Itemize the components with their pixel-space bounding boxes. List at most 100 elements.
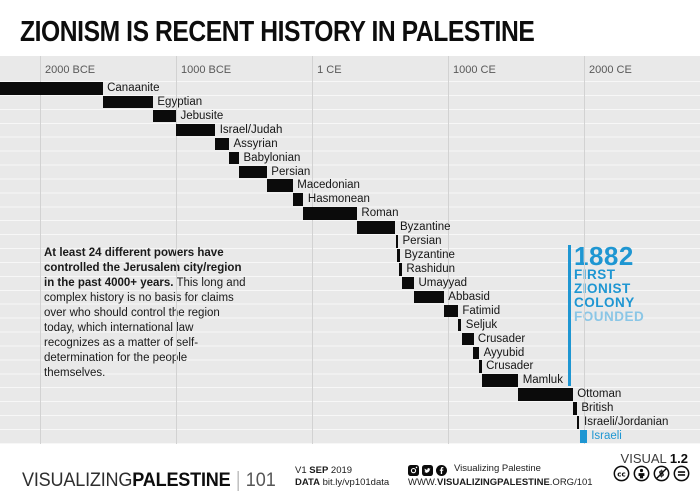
timeline-bar-israeli xyxy=(579,430,587,443)
version-v: V1 xyxy=(295,465,307,476)
description-bold: At least 24 different powers have contro… xyxy=(44,247,242,289)
svg-text:cc: cc xyxy=(617,469,625,478)
timeline-bar-label: Hasmonean xyxy=(307,193,370,206)
url-suffix: .ORG/101 xyxy=(549,477,593,488)
visual-label: VISUAL xyxy=(620,451,667,466)
timeline-bar-label: Egyptian xyxy=(157,95,203,108)
timeline-bar-british xyxy=(572,402,577,415)
timeline-bar-label: Persian xyxy=(271,165,311,178)
timeline-bar-persian xyxy=(239,165,267,178)
timeline-bar-babylonian xyxy=(229,151,239,165)
timeline-bar-label: Byzantine xyxy=(404,249,455,261)
timeline-bar-mamluk xyxy=(482,374,519,387)
timeline-chart: At least 24 different powers have contro… xyxy=(0,56,700,444)
timeline-bar-label: Rashidun xyxy=(406,263,455,275)
axis-gridline xyxy=(312,56,314,444)
timeline-bar-label: Seljuk xyxy=(465,318,498,331)
cc-icon: cc xyxy=(613,465,630,487)
row-separators xyxy=(0,81,700,444)
axis-tick-label: 1000 CE xyxy=(453,64,496,76)
timeline-bar-label: Israeli xyxy=(591,430,622,442)
timeline-bar-israel-judah xyxy=(176,123,216,137)
non-commercial-icon: $ xyxy=(653,465,670,487)
timeline-bar-label: Crusader xyxy=(486,360,534,373)
brand-part-palestine: PALESTINE xyxy=(132,470,231,491)
version-year: 2019 xyxy=(330,465,353,476)
timeline-bar-seljuk xyxy=(457,318,462,332)
no-derivatives-icon xyxy=(673,465,690,487)
timeline-bar-label: Israel/Judah xyxy=(219,123,283,136)
annotation-line-founded: FOUNDED xyxy=(574,309,645,324)
axis-gridline xyxy=(584,56,585,444)
annotation-line-2: ZIONIST xyxy=(574,281,631,296)
brand-part-visualizing: VISUALIZING xyxy=(22,470,133,491)
facebook-icon[interactable] xyxy=(436,463,447,476)
axis-gridline xyxy=(448,56,449,444)
axis-tick-label: 2000 CE xyxy=(589,64,632,76)
axis-tick-label: 2000 BCE xyxy=(45,64,96,76)
page-title: ZIONISM IS RECENT HISTORY IN PALESTINE xyxy=(20,16,535,48)
timeline-bar-macedonian xyxy=(266,179,293,192)
timeline-bar-roman xyxy=(303,207,357,220)
timeline-bar-label: Jebusite xyxy=(180,109,224,122)
timeline-bar-label: Babylonian xyxy=(243,151,301,164)
social-row: Visualizing Palestine xyxy=(408,463,541,476)
website-url[interactable]: WWW.VISUALIZINGPALESTINE.ORG/101 xyxy=(408,477,593,489)
twitter-icon[interactable] xyxy=(422,463,433,476)
footer: VISUALIZING PALESTINE 101 V1 SEP 2019 DAT… xyxy=(0,444,700,500)
timeline-bar-crusader xyxy=(461,332,474,346)
timeline-bar-ottoman xyxy=(518,388,573,401)
annotation-1882: 1882 FIRST ZIONIST COLONY FOUNDED xyxy=(574,241,645,324)
axis-gridline xyxy=(40,56,41,444)
timeline-bar-jebusite xyxy=(152,109,176,123)
timeline-bar-label: Fatimid xyxy=(462,304,501,317)
instagram-icon[interactable] xyxy=(408,463,419,476)
timeline-bar-label: Ayyubid xyxy=(483,346,525,359)
timeline-bar-persian xyxy=(395,235,398,248)
social-handle: Visualizing Palestine xyxy=(454,463,541,474)
data-source-line: DATA bit.ly/vp101data xyxy=(295,477,389,489)
license-icons: cc $ xyxy=(613,465,690,487)
url-prefix: WWW. xyxy=(408,477,438,488)
svg-text:$: $ xyxy=(659,470,665,480)
timeline-bar-byzantine xyxy=(397,249,400,262)
brand-logo: VISUALIZING PALESTINE 101 xyxy=(22,470,276,492)
timeline-bar-label: Umayyad xyxy=(418,276,468,289)
annotation-year: 1882 xyxy=(574,241,634,271)
timeline-bar-hasmonean xyxy=(292,193,304,206)
timeline-bar-label: Assyrian xyxy=(233,137,278,150)
timeline-bar-label: Persian xyxy=(402,235,442,248)
timeline-bar-label: Abbasid xyxy=(448,290,490,303)
timeline-bar-rashidun xyxy=(398,263,402,276)
timeline-bar-label: Israeli/Jordanian xyxy=(584,416,669,429)
timeline-bar-label: Ottoman xyxy=(577,388,622,401)
description-regular: This long and complex history is no basi… xyxy=(44,277,246,379)
brand-divider xyxy=(238,471,240,491)
axis-tick-label: 1 CE xyxy=(317,64,342,76)
timeline-bar-label: Canaanite xyxy=(107,82,160,94)
url-bold: VISUALIZINGPALESTINE xyxy=(437,477,550,488)
timeline-bar-byzantine xyxy=(356,221,396,234)
annotation-line-3: COLONY xyxy=(574,295,635,310)
version-month: SEP xyxy=(309,465,329,476)
event-line-1882 xyxy=(568,245,571,386)
axis-tick-label: 1000 BCE xyxy=(181,64,232,76)
axis-gridline xyxy=(176,56,177,444)
timeline-bar-ayyubid xyxy=(473,346,480,359)
timeline-bar-umayyad xyxy=(401,276,414,290)
visual-version: VISUAL 1.2 xyxy=(621,451,688,466)
timeline-bar-abbasid xyxy=(414,290,444,304)
data-link[interactable]: bit.ly/vp101data xyxy=(322,477,390,488)
timeline-bar-egyptian xyxy=(102,95,153,109)
data-label: DATA xyxy=(295,477,320,488)
timeline-bar-label: Macedonian xyxy=(297,179,360,192)
description-text: At least 24 different powers have contro… xyxy=(44,246,250,381)
timeline-bar-crusader xyxy=(479,360,482,373)
attribution-icon xyxy=(633,465,650,487)
brand-suffix-101: 101 xyxy=(245,470,276,491)
timeline-bar-israeli-jordanian xyxy=(576,416,580,429)
timeline-bar-label: Byzantine xyxy=(400,221,451,234)
visual-number: 1.2 xyxy=(669,451,688,466)
timeline-bar-label: Mamluk xyxy=(522,374,563,387)
